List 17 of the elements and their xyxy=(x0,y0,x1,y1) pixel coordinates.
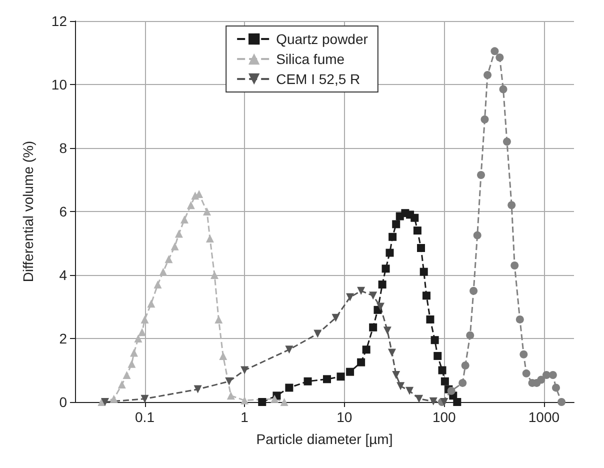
x-tick-label: 10 xyxy=(336,409,352,425)
y-tick-label: 10 xyxy=(51,76,68,92)
y-tick-label: 2 xyxy=(59,330,68,346)
x-tick-label: 0.1 xyxy=(135,409,155,425)
x-tick-label: 100 xyxy=(432,409,456,425)
y-tick-label: 8 xyxy=(59,140,68,156)
x-tick-label: 1000 xyxy=(528,409,560,425)
y-tick-label: 6 xyxy=(59,204,68,220)
y-axis-title: Differential volume (%) xyxy=(20,140,36,282)
y-tick-label: 0 xyxy=(59,394,68,410)
legend-label: Quartz powder xyxy=(276,31,368,47)
x-axis-title: Particle diameter [µm] xyxy=(256,431,393,447)
y-tick-label: 4 xyxy=(59,267,68,283)
legend-label: CEM I 52,5 R xyxy=(276,71,360,87)
legend-label: Silica fume xyxy=(276,51,345,67)
x-tick-label: 1 xyxy=(240,409,249,425)
y-tick-label: 12 xyxy=(51,13,68,29)
